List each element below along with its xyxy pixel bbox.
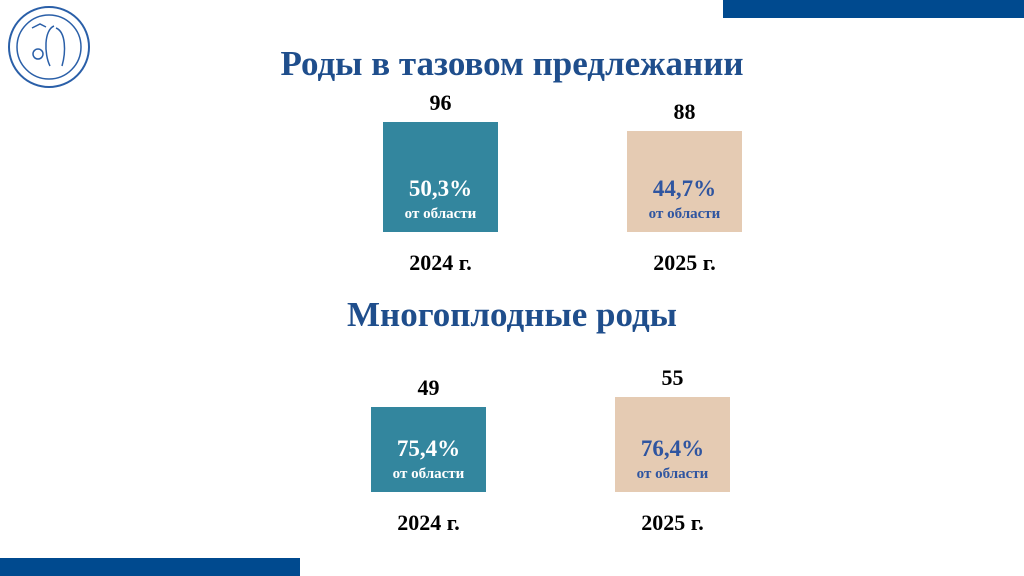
share-sub-label: от области: [636, 466, 709, 482]
value-label: 96: [429, 90, 452, 115]
share-sub-label: от области: [648, 205, 721, 222]
category-label: 2025 г.: [641, 510, 704, 535]
share-label: 76,4%: [640, 436, 705, 461]
category-label: 2024 г.: [409, 250, 472, 275]
bar: 76,4% от области: [615, 397, 730, 492]
chart-title-multiple: Многоплодные роды: [347, 295, 677, 334]
value-label: 49: [417, 375, 440, 401]
bar: 44,7% от области: [627, 131, 742, 232]
value-label: 88: [673, 99, 696, 125]
bar: 75,4% от области: [371, 407, 486, 492]
bar: 50,3% от области: [383, 122, 498, 232]
share-sub-label: от области: [392, 465, 465, 482]
value-label: 55: [661, 365, 684, 390]
share-label: 44,7%: [652, 175, 717, 201]
chart-title-breech: Роды в тазовом предлежании: [280, 44, 744, 83]
share-label: 75,4%: [396, 435, 461, 461]
category-label: 2025 г.: [653, 250, 716, 275]
top-right-band: [723, 0, 1024, 18]
category-label: 2024 г.: [397, 510, 460, 535]
share-label: 50,3%: [408, 176, 473, 201]
logo-emblem: [8, 6, 90, 88]
share-sub-label: от области: [404, 206, 477, 222]
bottom-left-band: [0, 558, 300, 576]
